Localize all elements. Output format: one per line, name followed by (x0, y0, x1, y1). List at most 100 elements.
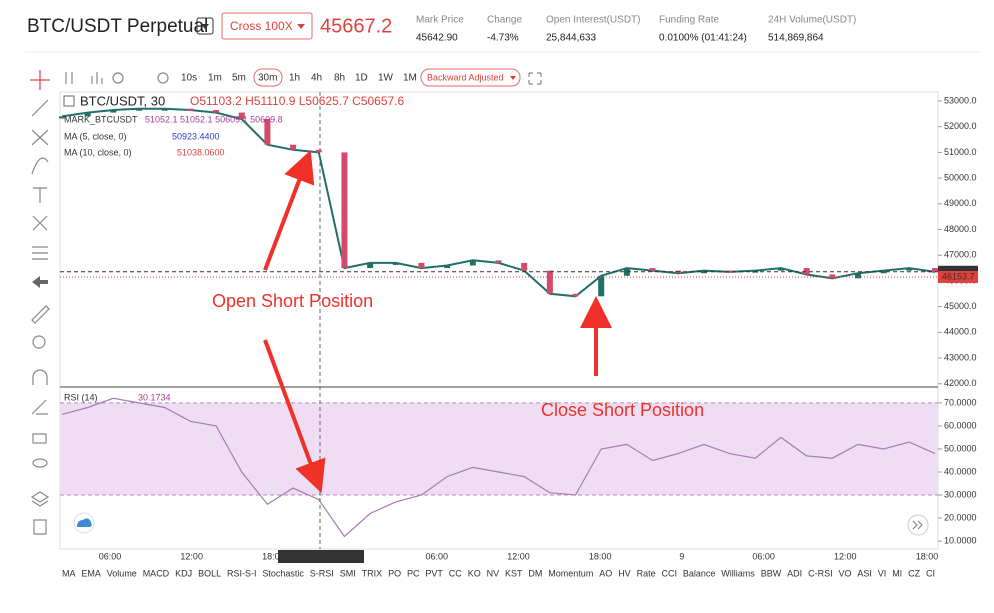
indicator[interactable]: AO (599, 568, 612, 578)
indicator[interactable]: CI (926, 568, 935, 578)
measure-tool[interactable] (32, 246, 48, 260)
dropdown-icon (297, 24, 305, 29)
adjust-label: Backward Adjusted (427, 72, 504, 82)
crosshair-tool[interactable] (30, 70, 50, 90)
lock-tool[interactable] (32, 433, 47, 444)
indicator[interactable]: MACD (143, 568, 170, 578)
legend-rsi-value: 30.1734 (138, 392, 171, 402)
indicator[interactable]: Williams (721, 568, 755, 578)
indicator[interactable]: ASI (857, 568, 872, 578)
legend-ma5: MA (5, close, 0) (64, 131, 127, 141)
brush-tool[interactable] (31, 157, 49, 175)
indicator[interactable]: BBW (761, 568, 782, 578)
margin-mode-button[interactable] (221, 12, 313, 40)
interval[interactable]: 1W (378, 73, 394, 84)
fullscreen-icon[interactable] (528, 72, 542, 85)
indicator[interactable]: Volume (107, 568, 137, 578)
candle (418, 262, 425, 269)
fib-tool[interactable] (31, 129, 49, 146)
legend-ma5-value: 50923.4400 (172, 131, 220, 141)
candle (880, 270, 887, 274)
indicator[interactable]: MI (892, 568, 902, 578)
indicator[interactable]: PVT (425, 568, 443, 578)
interval[interactable]: 1m (208, 73, 222, 84)
indicator[interactable]: Rate (637, 568, 656, 578)
rsi-band (60, 402, 938, 496)
indicator[interactable]: PC (407, 568, 420, 578)
erase-tool[interactable] (31, 399, 48, 415)
price-tag-label: 46153.7 (942, 271, 975, 281)
indicator[interactable]: Balance (683, 568, 716, 578)
interval[interactable]: 8h (334, 73, 345, 84)
interval[interactable]: 1M (403, 73, 417, 84)
candle (803, 268, 810, 275)
indicator[interactable]: PO (388, 568, 401, 578)
visibility-tool[interactable] (32, 458, 48, 468)
indicator[interactable]: VO (839, 568, 852, 578)
indicator[interactable]: S-RSI (310, 568, 334, 578)
zoom-tool[interactable] (32, 335, 46, 349)
interval[interactable]: 5m (232, 73, 246, 84)
candle (392, 262, 399, 265)
indicator[interactable]: CZ (908, 568, 920, 578)
adjust-button[interactable] (420, 68, 521, 87)
indicator[interactable]: Momentum (548, 568, 593, 578)
interval[interactable]: 1D (355, 73, 368, 84)
indicator[interactable]: RSI-S-I (227, 568, 257, 578)
candle (906, 268, 913, 271)
view-icon[interactable] (157, 72, 169, 84)
pattern-tool[interactable] (32, 215, 48, 231)
interval[interactable]: 10s (181, 73, 197, 84)
indicator[interactable]: VI (878, 568, 887, 578)
indicator[interactable]: NV (487, 568, 500, 578)
layers-tool[interactable] (30, 491, 50, 507)
candle (161, 108, 168, 111)
indicator[interactable]: HV (618, 568, 631, 578)
indicator[interactable]: SMI (340, 568, 356, 578)
x-tick-label: 12:00 (507, 551, 530, 561)
indicator[interactable]: Stochastic (262, 568, 304, 578)
indicator[interactable]: KDJ (175, 568, 192, 578)
indicator[interactable]: TRIX (362, 568, 383, 578)
interval[interactable]: 1h (289, 73, 300, 84)
text-tool[interactable] (33, 187, 47, 203)
rsi-line (61, 397, 936, 538)
indicator[interactable]: DM (528, 568, 542, 578)
back-tool[interactable] (32, 276, 48, 288)
stat-label: Change (487, 15, 522, 26)
candle (495, 260, 502, 263)
cursor-time: 2021-09-07 21:30:00 (279, 551, 363, 561)
indicator[interactable]: ADI (787, 568, 802, 578)
interval[interactable]: 30m (258, 73, 277, 84)
indicator[interactable]: C-RSI (808, 568, 833, 578)
delete-tool[interactable] (33, 519, 47, 535)
indicator[interactable]: KST (505, 568, 523, 578)
candle (854, 273, 861, 279)
candle (84, 112, 91, 117)
candle (623, 268, 630, 276)
chart-type-icons[interactable] (65, 72, 103, 84)
price-tick-label: 47000.0 (944, 250, 977, 260)
indicator[interactable]: BOLL (198, 568, 221, 578)
candle (546, 270, 553, 294)
stat-value: 514,869,864 (768, 33, 824, 44)
rsi-tick-label: 10.0000 (944, 535, 977, 545)
x-tick-label: 06:00 (99, 551, 122, 561)
interval[interactable]: 4h (311, 73, 322, 84)
indicator[interactable]: CC (449, 568, 462, 578)
magnet-tool[interactable] (32, 369, 48, 385)
toolbar: Backward Adjusted (65, 68, 542, 87)
settings-icon[interactable] (112, 72, 124, 84)
indicator[interactable]: MA (62, 568, 76, 578)
x-tick-label: 18:00 (262, 551, 285, 561)
scroll-button[interactable] (907, 514, 929, 536)
ruler-tool[interactable] (31, 305, 50, 324)
candle (238, 112, 245, 119)
indicator[interactable]: EMA (81, 568, 101, 578)
collapse-icon[interactable] (63, 95, 75, 107)
indicator[interactable]: KO (468, 568, 481, 578)
candle (367, 262, 374, 269)
indicator[interactable]: CCI (662, 568, 678, 578)
symbol-dropdown[interactable] (196, 17, 214, 35)
line-tool[interactable] (31, 99, 49, 117)
